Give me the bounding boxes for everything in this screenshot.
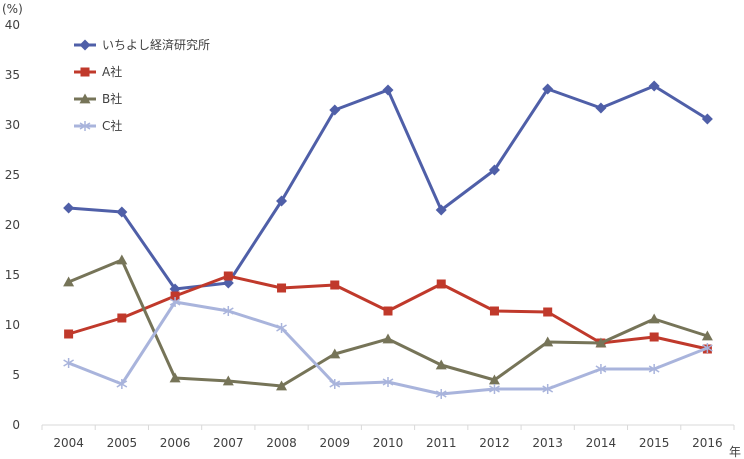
legend-item: B社 [74, 91, 122, 106]
data-point [648, 313, 660, 324]
data-point [64, 329, 74, 339]
legend-item: C社 [74, 118, 122, 133]
x-tick-label: 2014 [586, 436, 617, 450]
x-tick-label: 2016 [692, 436, 723, 450]
data-point [648, 80, 660, 92]
data-point [277, 283, 287, 293]
data-point [276, 380, 288, 391]
data-point [542, 384, 554, 394]
data-point [542, 83, 554, 95]
data-point [116, 379, 128, 389]
data-point [329, 104, 341, 116]
data-point [222, 375, 234, 386]
data-point [488, 164, 500, 176]
data-point [595, 337, 607, 348]
data-point [383, 306, 393, 316]
data-point [542, 336, 554, 347]
y-tick-label: 5 [12, 368, 20, 382]
data-point [382, 333, 394, 344]
x-tick-label: 2008 [266, 436, 297, 450]
y-tick-label: 20 [5, 218, 20, 232]
data-point [79, 121, 91, 131]
data-point [488, 374, 500, 385]
legend-label: C社 [102, 118, 122, 133]
data-point [63, 202, 75, 214]
data-point [435, 359, 447, 370]
x-tick-label: 2010 [373, 436, 404, 450]
x-tick-label: 2007 [213, 436, 244, 450]
data-point [80, 67, 90, 77]
legend: いちよし経済研究所 A社 B社 C社 [74, 37, 210, 133]
data-point [382, 377, 394, 387]
y-tick-label: 15 [5, 268, 20, 282]
data-point [116, 254, 128, 265]
legend-item: いちよし経済研究所 [74, 37, 210, 52]
x-tick-label: 2009 [319, 436, 350, 450]
data-point [63, 276, 75, 287]
series-1 [63, 80, 713, 295]
data-point [489, 306, 499, 316]
data-point [595, 364, 607, 374]
data-point [276, 323, 287, 333]
y-tick-label: 30 [5, 118, 20, 132]
data-point [223, 271, 233, 281]
x-tick-label: 2013 [532, 436, 563, 450]
y-tick-label: 25 [5, 168, 20, 182]
y-tick-label: 40 [5, 18, 20, 32]
legend-label: B社 [102, 91, 122, 106]
series-layer [63, 80, 713, 399]
data-point [543, 307, 553, 317]
legend-label: いちよし経済研究所 [102, 37, 210, 52]
data-point [701, 343, 713, 353]
legend-label: A社 [102, 64, 122, 79]
data-point [329, 379, 341, 389]
x-tick-label: 2015 [639, 436, 670, 450]
series-line [68, 258, 708, 388]
data-point [595, 102, 607, 114]
axes: 2004 2005 2006 2007 2008 2009 2010 2011 2012 2013… [5, 18, 735, 450]
y-tick-label: 35 [5, 68, 20, 82]
series-3 [63, 254, 713, 391]
data-point [116, 206, 128, 218]
data-point [222, 306, 234, 316]
data-point [117, 313, 127, 323]
x-tick-label: 2012 [479, 436, 510, 450]
data-point [79, 93, 91, 104]
series-line [68, 84, 709, 291]
data-point [435, 389, 447, 399]
data-point [649, 332, 659, 342]
y-tick-label: 10 [5, 318, 20, 332]
data-point [329, 348, 341, 359]
data-point [436, 279, 446, 289]
x-tick-label: 2004 [53, 436, 84, 450]
data-point [276, 195, 288, 207]
data-point [330, 280, 340, 290]
x-tick-label: 2005 [107, 436, 138, 450]
data-point [648, 364, 660, 374]
series-4 [63, 297, 713, 399]
x-unit-label: 年 [729, 445, 741, 459]
data-point [489, 384, 500, 394]
data-point [170, 291, 180, 301]
data-point [169, 372, 181, 383]
data-point [701, 113, 713, 125]
y-unit-label: (%) [2, 2, 23, 16]
data-point [63, 358, 75, 368]
data-point [169, 297, 181, 307]
data-point [701, 330, 713, 341]
legend-item: A社 [74, 64, 122, 79]
x-tick-label: 2011 [426, 436, 457, 450]
y-tick-label: 0 [12, 418, 20, 432]
data-point [382, 84, 394, 96]
x-tick-label: 2006 [160, 436, 191, 450]
data-point [435, 204, 447, 216]
data-point [79, 39, 91, 51]
